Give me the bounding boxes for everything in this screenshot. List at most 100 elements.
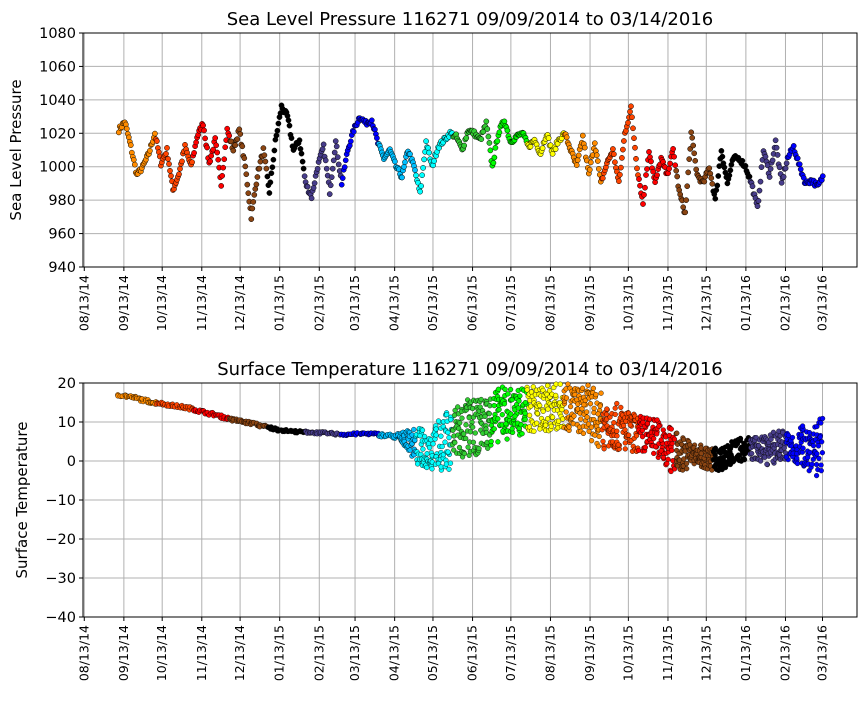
temperature-point [622, 440, 628, 446]
x-tick-label: 03/13/16 [815, 625, 830, 681]
x-tick-label: 04/13/15 [387, 625, 402, 681]
temperature-point [604, 406, 610, 412]
pressure-point [273, 132, 280, 139]
pressure-point [754, 203, 761, 210]
temperature-point [789, 434, 796, 441]
pressure-title: Sea Level Pressure 116271 09/09/2014 to … [227, 9, 714, 30]
temperature-point [472, 430, 478, 436]
temperature-point [563, 409, 569, 415]
temperature-point [515, 405, 522, 411]
pressure-point [338, 181, 345, 188]
pressure-point [633, 155, 639, 162]
temperature-point [614, 400, 620, 407]
pressure-point [496, 129, 503, 136]
pressure-point [692, 157, 699, 164]
pressure-point [323, 165, 330, 172]
temperature-point [491, 403, 497, 409]
pressure-point [331, 149, 338, 156]
pressure-point [254, 174, 261, 180]
pressure-point [708, 175, 715, 181]
temperature-point [463, 435, 469, 442]
x-tick-label: 10/13/14 [154, 625, 169, 681]
y-tick-label: 20 [58, 376, 76, 392]
x-tick-label: 03/13/15 [347, 625, 362, 681]
temperature-point [813, 473, 820, 479]
x-tick-label: 11/13/15 [660, 625, 675, 681]
temperature-point [522, 410, 528, 416]
pressure-point [154, 138, 160, 144]
pressure-point [650, 168, 656, 175]
temperature-point [446, 435, 452, 441]
x-tick-label: 10/13/14 [154, 275, 169, 331]
pressure-point [207, 158, 214, 165]
y-tick-label: −20 [45, 532, 76, 548]
temperature-point [614, 428, 620, 434]
pressure-point [213, 142, 220, 149]
pressure-point [574, 157, 581, 163]
temperature-point [470, 424, 476, 430]
temperature-point [487, 403, 493, 409]
pressure-point [637, 182, 643, 189]
temperature-point [656, 423, 662, 429]
temperature-point [485, 445, 491, 451]
pressure-point [152, 130, 158, 137]
pressure-point [494, 138, 501, 144]
temperature-point [495, 386, 502, 392]
temperature-point [571, 413, 577, 419]
pressure-point [201, 127, 207, 134]
x-tick-label: 02/13/16 [777, 275, 792, 331]
pressure-point [341, 164, 348, 170]
pressure-point [490, 160, 497, 166]
x-tick-label: 10/13/15 [620, 275, 635, 331]
pressure-point [392, 158, 398, 165]
pressure-point [330, 157, 337, 164]
temperature-point [741, 456, 747, 462]
pressure-point [485, 133, 492, 140]
pressure-point [347, 138, 354, 145]
temperature-point [651, 436, 657, 442]
pressure-point [266, 190, 273, 196]
temperature-point [749, 450, 755, 457]
temperature-point [654, 417, 660, 423]
pressure-point [339, 175, 346, 181]
temperature-point [424, 464, 430, 471]
pressure-point [654, 172, 660, 178]
pressure-point [630, 125, 636, 132]
pressure-point [621, 138, 627, 144]
pressure-point [706, 165, 713, 172]
temperature-point [540, 408, 546, 414]
temperature-point [476, 445, 482, 452]
temperature-point [444, 412, 450, 418]
pressure-point [690, 142, 697, 149]
temperature-point [438, 433, 444, 439]
pressure-point [774, 152, 781, 158]
pressure-point [226, 132, 233, 139]
x-tick-label: 12/13/14 [232, 275, 247, 331]
temperature-point [495, 416, 501, 422]
pressure-point [672, 162, 679, 169]
temperature-point [639, 434, 646, 440]
x-tick-label: 02/13/16 [777, 625, 792, 681]
pressure-point [727, 167, 734, 174]
temperature-point [504, 436, 510, 442]
pressure-point [646, 149, 652, 155]
temperature-point [435, 418, 442, 424]
pressure-point [301, 173, 308, 180]
temperature-point [565, 381, 571, 387]
temperature-point [764, 461, 770, 467]
pressure-point [683, 197, 690, 203]
x-tick-label: 09/13/15 [582, 625, 597, 681]
temperature-point [427, 445, 433, 451]
pressure-point [749, 183, 756, 190]
pressure-point [399, 174, 405, 181]
x-tick-label: 01/13/16 [738, 275, 753, 331]
pressure-point [253, 181, 260, 188]
x-tick-label: 08/13/15 [542, 275, 557, 331]
temperature-point [544, 383, 551, 389]
temperature-point [548, 423, 554, 429]
temperature-point [799, 423, 806, 429]
pressure-point [232, 142, 239, 149]
pressure-point [599, 175, 606, 182]
temperature-point [534, 420, 540, 426]
